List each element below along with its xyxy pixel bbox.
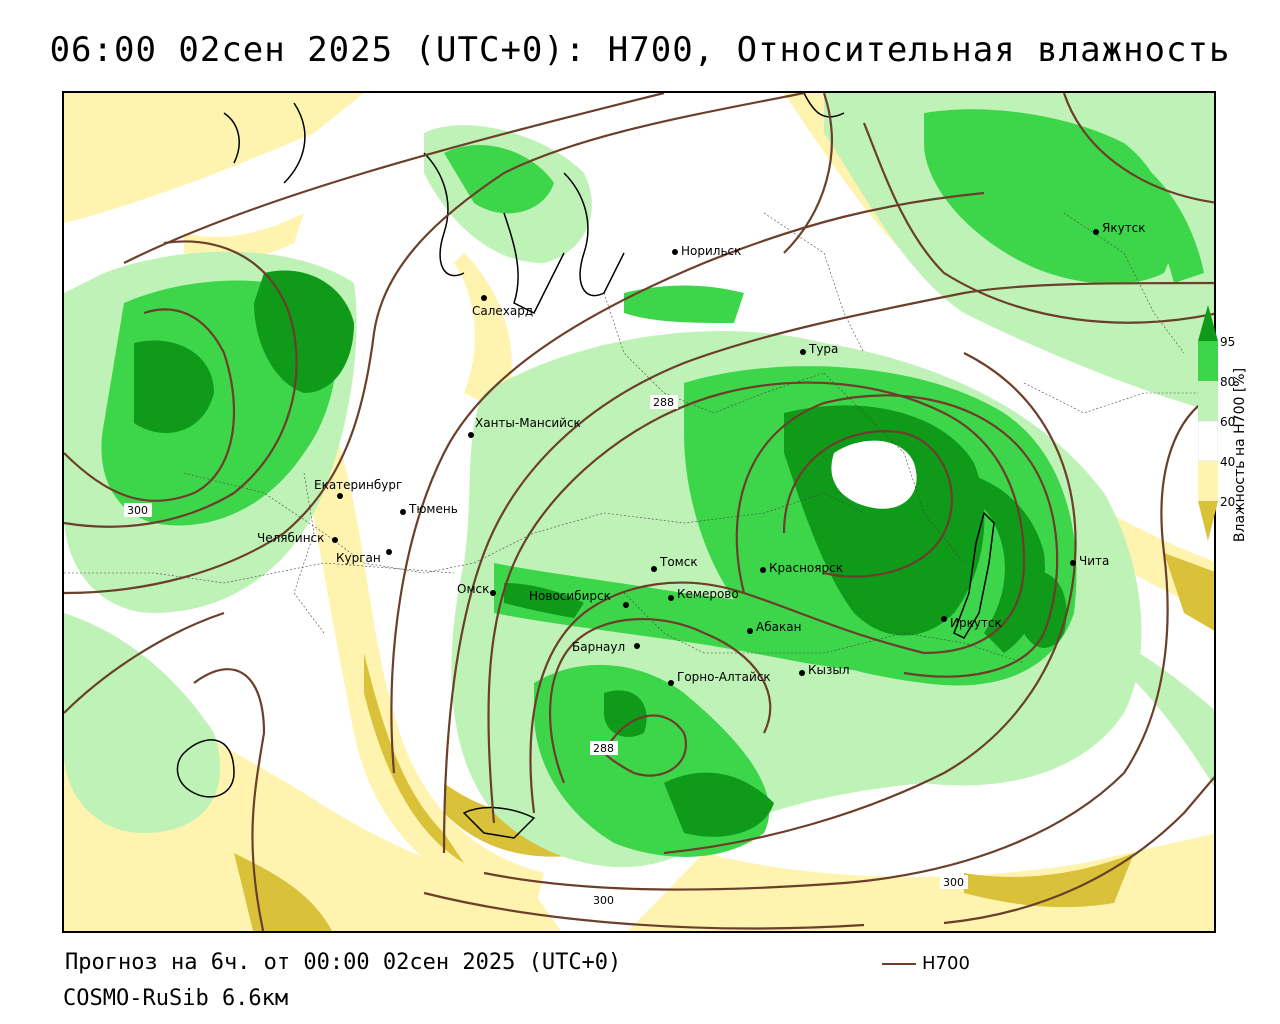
- city-irkutsk: Иркутск: [950, 616, 1002, 630]
- city-chita: Чита: [1079, 554, 1109, 568]
- legend-tick: 95: [1220, 335, 1236, 349]
- city-marker: [672, 249, 678, 255]
- city-marker: [799, 670, 805, 676]
- page-title: 06:00 02сен 2025 (UTC+0): H700, Относите…: [49, 30, 1231, 70]
- city-marker: [1093, 229, 1099, 235]
- legend-tick: 20: [1220, 495, 1236, 509]
- city-yekaterinburg: Екатеринбург: [314, 478, 402, 492]
- contour-label: 300: [593, 894, 614, 907]
- city-marker: [651, 566, 657, 572]
- city-marker: [668, 680, 674, 686]
- city-krasnoyarsk: Красноярск: [769, 561, 843, 575]
- city-abakan: Абакан: [756, 620, 801, 634]
- contour-swatch: [882, 962, 916, 965]
- city-marker: [941, 616, 947, 622]
- city-marker: [481, 295, 487, 301]
- saturated-zones: [134, 270, 1067, 837]
- contour-label: 288: [653, 396, 674, 409]
- city-marker: [623, 602, 629, 608]
- city-khanty-mansiysk: Ханты-Мансийск: [475, 416, 581, 430]
- legend-tick: 40: [1220, 455, 1236, 469]
- cities: Якутск Норильск Салехард Тура Ханты-Манс…: [257, 221, 1146, 686]
- city-norilsk: Норильск: [681, 244, 741, 258]
- city-gorno-altaysk: Горно-Алтайск: [677, 670, 771, 684]
- city-marker: [800, 349, 806, 355]
- city-yakutsk: Якутск: [1102, 221, 1146, 235]
- city-marker: [1070, 560, 1076, 566]
- legend-tick: 60: [1220, 415, 1236, 429]
- city-marker: [400, 509, 406, 515]
- city-kemerovo: Кемерово: [677, 587, 739, 601]
- city-marker: [468, 432, 474, 438]
- city-marker: [332, 537, 338, 543]
- city-marker: [634, 643, 640, 649]
- city-kyzyl: Кызыл: [808, 663, 850, 677]
- contour-label: 288: [593, 742, 614, 755]
- legend-caption: Влажность на H700 [%]: [1232, 367, 1248, 543]
- contour-label: 300: [127, 504, 148, 517]
- city-marker: [490, 590, 496, 596]
- contour-labels: 288 300 288 300 300: [124, 395, 968, 907]
- city-salekhard: Салехард: [472, 304, 533, 318]
- humidity-legend: 95 80 60 40 20 Влажность на H700 [%]: [1198, 305, 1278, 605]
- coastlines: [176, 93, 995, 839]
- city-tomsk: Томск: [659, 555, 698, 569]
- city-marker: [760, 567, 766, 573]
- contour-label: 300: [943, 876, 964, 889]
- legend-tick: 80: [1220, 375, 1236, 389]
- city-tura: Тура: [808, 342, 838, 356]
- city-omsk: Омск: [457, 582, 489, 596]
- city-marker: [386, 549, 392, 555]
- contour-legend: H700: [882, 953, 970, 974]
- model-name: COSMO-RuSib 6.6км: [63, 986, 289, 1011]
- low-core-east: [831, 440, 917, 509]
- contour-legend-label: H700: [922, 953, 970, 974]
- city-kurgan: Курган: [336, 551, 381, 565]
- humidity-map[interactable]: 288 300 288 300 300 Якутск Норильск Сале…: [62, 91, 1216, 933]
- legend-colorbar: [1198, 305, 1218, 541]
- city-marker: [337, 493, 343, 499]
- map-canvas: 288 300 288 300 300 Якутск Норильск Сале…: [64, 93, 1214, 931]
- city-marker: [747, 628, 753, 634]
- city-novosibirsk: Новосибирск: [529, 589, 611, 603]
- h700-contours: [64, 93, 1214, 931]
- city-barnaul: Барнаул: [572, 640, 625, 654]
- city-marker: [668, 595, 674, 601]
- city-tyumen: Тюмень: [408, 502, 458, 516]
- city-chelyabinsk: Челябинск: [257, 531, 324, 545]
- forecast-info: Прогноз на 6ч. от 00:00 02сен 2025 (UTC+…: [65, 950, 622, 975]
